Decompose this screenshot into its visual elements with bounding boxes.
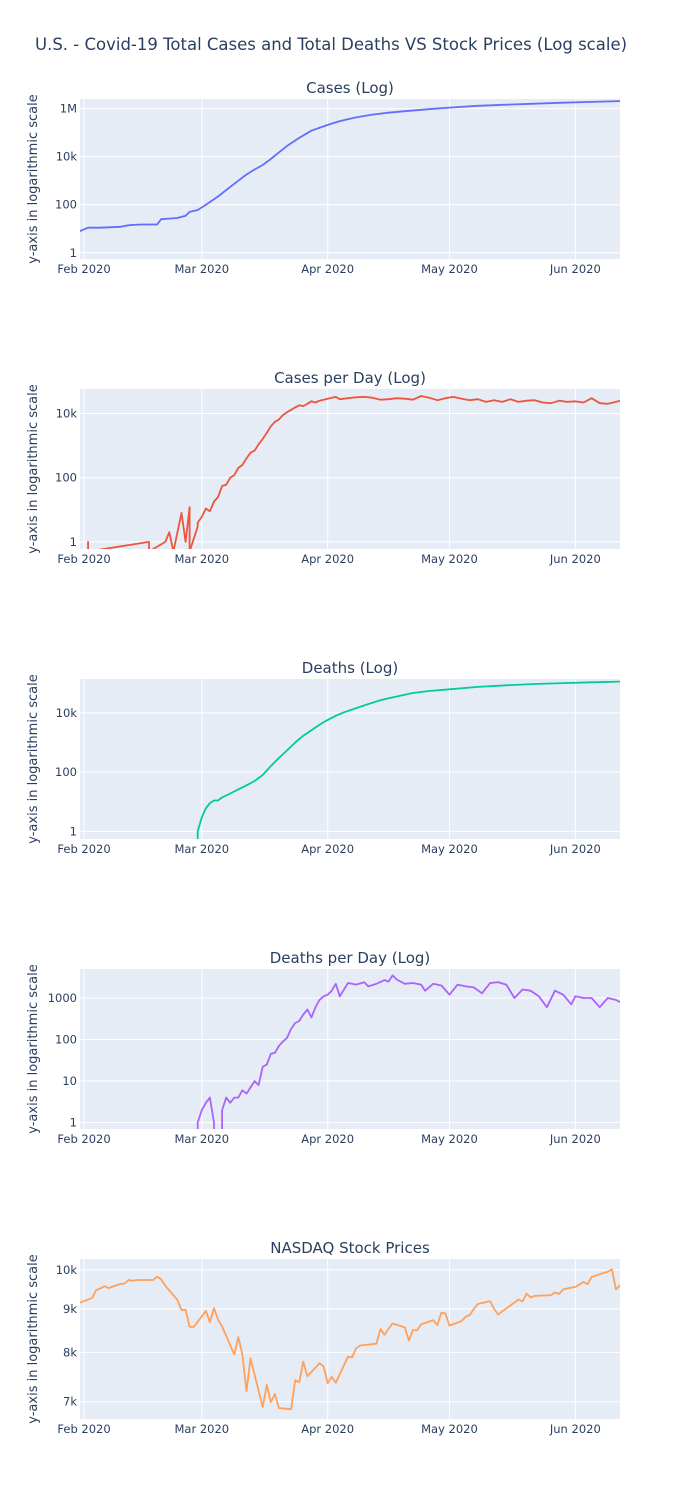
figure-title: U.S. - Covid-19 Total Cases and Total De… [35,35,627,54]
x-tick-label: Apr 2020 [301,262,354,276]
subplot-1: Cases (Log) Feb 2020 Mar 2020 Apr 2020 May 2… [26,79,620,276]
y-axis-label: y-axis in logarithmic scale [26,964,41,1133]
x-tick-label: Jun 2020 [549,842,601,856]
y-axis-label: y-axis in logarithmic scale [26,674,41,843]
subplot-title: Cases per Day (Log) [274,369,426,387]
plot-area [80,1259,620,1419]
x-tick-label: Feb 2020 [57,262,110,276]
x-tick-label: Mar 2020 [174,842,229,856]
y-tick-label: 10 [62,1074,77,1088]
subplot-panels: Cases (Log) Feb 2020 Mar 2020 Apr 2020 May 2… [26,79,620,1436]
x-tick-label: May 2020 [421,842,478,856]
y-axis-label: y-axis in logarithmic scale [26,384,41,553]
y-tick-label: 10k [56,1263,78,1277]
x-tick-label: May 2020 [421,552,478,566]
y-tick-label: 8k [63,1345,77,1359]
x-tick-label: Feb 2020 [57,842,110,856]
y-tick-label: 100 [55,1033,77,1047]
y-axis-label: y-axis in logarithmic scale [26,94,41,263]
x-tick-label: Apr 2020 [301,842,354,856]
y-tick-label: 1 [70,1116,77,1130]
plot-area [80,969,620,1129]
x-tick-label: Mar 2020 [174,262,229,276]
y-tick-label: 9k [63,1302,77,1316]
y-tick-label: 1 [70,535,77,549]
x-tick-label: May 2020 [421,1422,478,1436]
x-tick-label: Mar 2020 [174,1132,229,1146]
x-tick-label: Apr 2020 [301,1422,354,1436]
plot-area [80,679,620,839]
y-axis-label: y-axis in logarithmic scale [26,1254,41,1423]
x-tick-label: Jun 2020 [549,1132,601,1146]
y-tick-label: 7k [63,1395,77,1409]
x-tick-label: May 2020 [421,1132,478,1146]
y-tick-label: 1000 [48,991,77,1005]
series-line [196,680,620,839]
plot-area [80,99,620,259]
x-tick-label: Apr 2020 [301,1132,354,1146]
x-tick-label: Mar 2020 [174,552,229,566]
y-tick-label: 100 [55,471,77,485]
y-tick-label: 1 [70,824,77,838]
y-tick-label: 10k [56,706,78,720]
x-tick-label: Feb 2020 [57,1422,110,1436]
x-tick-label: Feb 2020 [57,552,110,566]
x-tick-label: Feb 2020 [57,1132,110,1146]
subplot-4: Deaths per Day (Log) Feb 2020 Mar 2020 Apr … [26,949,620,1146]
subplot-3: Deaths (Log) Feb 2020 Mar 2020 Apr 2020 May … [26,659,620,856]
x-tick-label: Mar 2020 [174,1422,229,1436]
x-tick-label: May 2020 [421,262,478,276]
series-line [80,1268,620,1411]
series-line [87,395,620,549]
series-line [196,974,620,1129]
y-tick-label: 1 [70,246,77,260]
y-tick-label: 100 [55,198,77,212]
x-tick-label: Apr 2020 [301,552,354,566]
subplot-2: Cases per Day (Log) Feb 2020 Mar 2020 Apr 2… [26,369,620,566]
x-tick-label: Jun 2020 [549,262,601,276]
subplot-5: NASDAQ Stock Prices Feb 2020 Mar 2020 Apr 2… [26,1239,620,1436]
series-line [80,100,620,232]
subplot-title: Deaths per Day (Log) [270,949,431,967]
y-tick-label: 100 [55,765,77,779]
y-tick-label: 1M [60,102,77,116]
subplot-title: NASDAQ Stock Prices [270,1239,430,1257]
y-tick-label: 10k [56,150,78,164]
plot-area [80,389,620,549]
x-tick-label: Jun 2020 [549,1422,601,1436]
subplot-title: Cases (Log) [306,79,394,97]
subplot-title: Deaths (Log) [302,659,398,677]
y-tick-label: 10k [56,407,78,421]
x-tick-label: Jun 2020 [549,552,601,566]
